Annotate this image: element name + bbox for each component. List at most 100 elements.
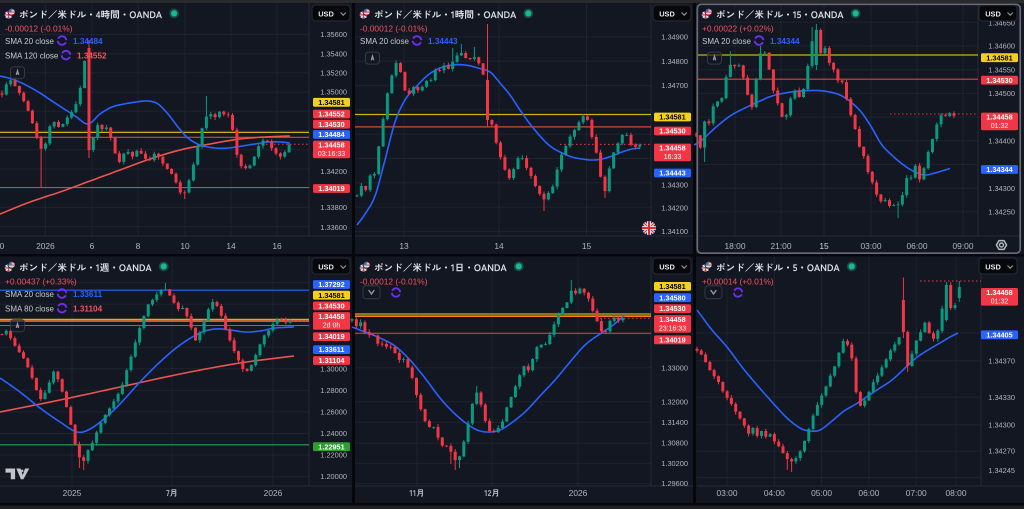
svg-text:2025: 2025 bbox=[63, 488, 82, 498]
svg-text:04:00: 04:00 bbox=[764, 488, 785, 498]
svg-text:1.33611: 1.33611 bbox=[73, 290, 103, 299]
svg-text:SMA 20 close: SMA 20 close bbox=[360, 37, 409, 46]
svg-text:1.34900: 1.34900 bbox=[661, 33, 688, 42]
svg-text:1.34530: 1.34530 bbox=[318, 302, 344, 311]
svg-text:2d 0h: 2d 0h bbox=[323, 323, 341, 330]
svg-text:1.28000: 1.28000 bbox=[320, 386, 347, 395]
svg-text:13: 13 bbox=[399, 241, 409, 251]
svg-text:SMA 20 close: SMA 20 close bbox=[702, 37, 751, 46]
svg-text:1.34300: 1.34300 bbox=[661, 181, 688, 190]
svg-text:15: 15 bbox=[819, 241, 829, 251]
svg-text:1.34458: 1.34458 bbox=[659, 315, 685, 324]
svg-text:USD: USD bbox=[659, 10, 675, 19]
svg-text:6: 6 bbox=[90, 241, 95, 251]
svg-text:1.34484: 1.34484 bbox=[73, 37, 103, 46]
svg-text:1.34019: 1.34019 bbox=[659, 335, 685, 344]
svg-text:1.31104: 1.31104 bbox=[73, 305, 103, 314]
svg-text:1.34330: 1.34330 bbox=[988, 393, 1015, 402]
svg-text:1.34552: 1.34552 bbox=[77, 52, 107, 61]
svg-text:1.34581: 1.34581 bbox=[659, 282, 685, 291]
svg-text:1.34443: 1.34443 bbox=[659, 169, 685, 178]
svg-text:1.34200: 1.34200 bbox=[320, 167, 347, 176]
svg-text:1.30200: 1.30200 bbox=[661, 459, 688, 468]
svg-text:1.35600: 1.35600 bbox=[320, 30, 347, 39]
svg-text:1.34270: 1.34270 bbox=[988, 447, 1015, 456]
svg-text:1.34800: 1.34800 bbox=[661, 57, 688, 66]
svg-text:03:00: 03:00 bbox=[861, 241, 882, 251]
svg-text:8: 8 bbox=[136, 241, 141, 251]
svg-text:USD: USD bbox=[985, 263, 1001, 272]
svg-text:07:00: 07:00 bbox=[906, 488, 927, 498]
svg-text:USD: USD bbox=[318, 263, 334, 272]
svg-text:1.34344: 1.34344 bbox=[770, 37, 800, 46]
svg-text:05:00: 05:00 bbox=[811, 488, 832, 498]
svg-text:1.35200: 1.35200 bbox=[320, 69, 347, 78]
svg-text:1.33000: 1.33000 bbox=[661, 363, 688, 372]
svg-text:1.34530: 1.34530 bbox=[659, 304, 685, 313]
svg-text:1.34300: 1.34300 bbox=[988, 184, 1015, 193]
svg-text:USD: USD bbox=[659, 263, 675, 272]
svg-text:06:00: 06:00 bbox=[907, 241, 928, 251]
svg-text:10: 10 bbox=[180, 241, 190, 251]
svg-text:1.34245: 1.34245 bbox=[988, 466, 1015, 475]
svg-text:1.34344: 1.34344 bbox=[986, 165, 1013, 174]
svg-text:1.31400: 1.31400 bbox=[661, 418, 688, 427]
svg-text:-0.00012 (-0.01%): -0.00012 (-0.01%) bbox=[360, 277, 428, 287]
svg-text:1.34019: 1.34019 bbox=[318, 332, 344, 341]
svg-text:18:00: 18:00 bbox=[725, 241, 746, 251]
svg-text:21:00: 21:00 bbox=[771, 241, 792, 251]
svg-text:SMA 20 close: SMA 20 close bbox=[5, 290, 54, 299]
svg-text:1.34580: 1.34580 bbox=[659, 293, 685, 302]
svg-text:08:00: 08:00 bbox=[946, 488, 967, 498]
svg-text:01:32: 01:32 bbox=[991, 299, 1009, 306]
svg-text:1.34530: 1.34530 bbox=[318, 120, 344, 129]
svg-text:0: 0 bbox=[0, 241, 5, 251]
svg-text:1.34600: 1.34600 bbox=[988, 42, 1015, 51]
svg-text:1.34458: 1.34458 bbox=[318, 141, 344, 150]
svg-text:1.33600: 1.33600 bbox=[320, 223, 347, 232]
svg-text:14: 14 bbox=[226, 241, 236, 251]
svg-text:2026: 2026 bbox=[569, 488, 588, 498]
svg-text:1.34458: 1.34458 bbox=[986, 288, 1012, 297]
svg-text:1.34443: 1.34443 bbox=[428, 37, 458, 46]
svg-text:1.34500: 1.34500 bbox=[988, 89, 1015, 98]
svg-text:USD: USD bbox=[318, 10, 334, 19]
svg-text:1.32000: 1.32000 bbox=[661, 397, 688, 406]
svg-text:2026: 2026 bbox=[36, 241, 55, 251]
svg-text:+0.00014 (+0.01%): +0.00014 (+0.01%) bbox=[702, 277, 774, 287]
svg-text:1.34484: 1.34484 bbox=[318, 130, 345, 139]
svg-text:1.29600: 1.29600 bbox=[661, 479, 688, 488]
svg-text:1.34530: 1.34530 bbox=[986, 76, 1012, 85]
svg-text:1.37292: 1.37292 bbox=[318, 280, 344, 289]
svg-text:1.34100: 1.34100 bbox=[661, 227, 688, 236]
svg-text:1.30800: 1.30800 bbox=[661, 439, 688, 448]
svg-text:1.34552: 1.34552 bbox=[318, 110, 344, 119]
svg-text:1.34581: 1.34581 bbox=[318, 98, 344, 107]
svg-text:06:00: 06:00 bbox=[858, 488, 879, 498]
svg-text:1.34581: 1.34581 bbox=[986, 53, 1012, 62]
svg-text:1.34581: 1.34581 bbox=[659, 113, 685, 122]
svg-text:16:33: 16:33 bbox=[664, 154, 682, 161]
svg-text:1.26000: 1.26000 bbox=[320, 408, 347, 417]
svg-text:1.33800: 1.33800 bbox=[320, 203, 347, 212]
svg-text:03:16:33: 03:16:33 bbox=[318, 151, 345, 158]
svg-text:09:00: 09:00 bbox=[953, 241, 974, 251]
svg-text:1.34458: 1.34458 bbox=[318, 312, 344, 321]
svg-text:1.34019: 1.34019 bbox=[318, 184, 344, 193]
svg-text:1.34250: 1.34250 bbox=[988, 208, 1015, 217]
svg-text:1.34370: 1.34370 bbox=[988, 356, 1015, 365]
svg-text:1.34458: 1.34458 bbox=[986, 113, 1012, 122]
svg-text:-0.00012 (-0.01%): -0.00012 (-0.01%) bbox=[360, 24, 428, 34]
svg-text:+0.00437 (+0.33%): +0.00437 (+0.33%) bbox=[5, 277, 77, 287]
svg-text:1.31104: 1.31104 bbox=[319, 356, 346, 365]
svg-text:1.34581: 1.34581 bbox=[318, 291, 344, 300]
svg-text:1.34550: 1.34550 bbox=[988, 65, 1015, 74]
svg-text:1.34530: 1.34530 bbox=[659, 127, 685, 136]
svg-text:1.35400: 1.35400 bbox=[320, 49, 347, 58]
svg-text:23:16:33: 23:16:33 bbox=[659, 326, 686, 333]
svg-text:1.24000: 1.24000 bbox=[320, 429, 347, 438]
svg-text:SMA 80 close: SMA 80 close bbox=[5, 305, 54, 314]
svg-text:1.33611: 1.33611 bbox=[319, 345, 345, 354]
svg-text:14: 14 bbox=[494, 241, 504, 251]
svg-text:1.34700: 1.34700 bbox=[661, 81, 688, 90]
